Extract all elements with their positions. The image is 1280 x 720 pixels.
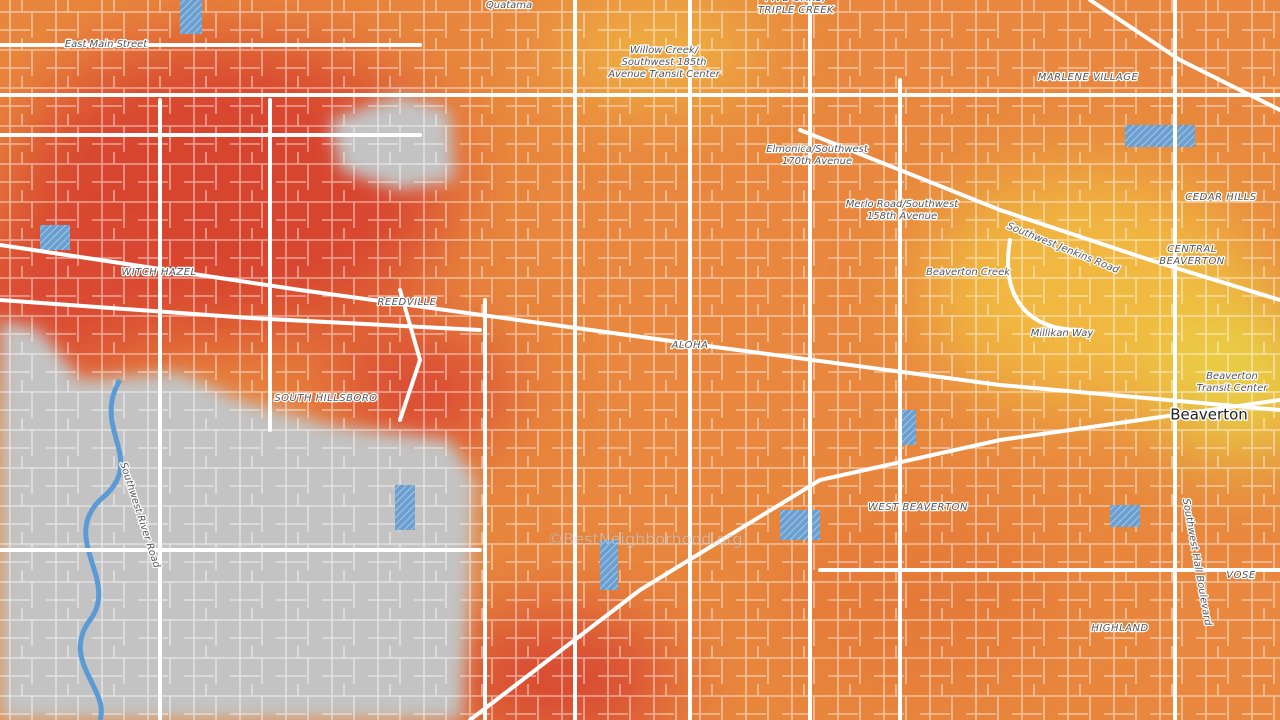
road xyxy=(1006,238,1082,332)
place-label: Willow Creek/ xyxy=(630,45,700,56)
place-label: Southwest 185th xyxy=(621,57,706,68)
road xyxy=(398,288,423,422)
place-label: ALOHA xyxy=(671,340,709,351)
place-label: VOSE xyxy=(1226,570,1256,581)
place-label: Quatama xyxy=(486,0,532,11)
park xyxy=(40,225,70,250)
place-label: WITCH HAZEL xyxy=(121,267,196,278)
place-label: TRIPLE CREEK xyxy=(758,5,835,16)
road xyxy=(468,398,1280,720)
place-label: HIGHLAND xyxy=(1091,623,1148,634)
place-label: Beaverton Creek xyxy=(926,267,1011,278)
place-label: 170th Avenue xyxy=(782,156,852,167)
park xyxy=(780,510,820,540)
place-label: REEDVILLE xyxy=(377,297,436,308)
place-label: Transit Center xyxy=(1197,383,1269,394)
place-label: WEST BEAVERTON xyxy=(868,502,968,513)
watermark: ©BestNeighborhood.org xyxy=(547,530,742,549)
place-label: Millikan Way xyxy=(1031,328,1095,339)
place-label: 158th Avenue xyxy=(867,211,937,222)
water xyxy=(40,0,1195,720)
place-label: CEDAR HILLS xyxy=(1185,192,1257,203)
place-label: BEAVERTON xyxy=(1159,256,1225,267)
place-label: Beaverton xyxy=(1170,406,1248,424)
place-label: Elmonica/Southwest xyxy=(766,144,869,155)
park xyxy=(600,540,618,590)
place-label: SOUTH HILLSBORO xyxy=(274,393,377,404)
place-label: Beaverton xyxy=(1206,371,1258,382)
place-label: MARLENE VILLAGE xyxy=(1038,72,1139,83)
road xyxy=(0,243,1280,412)
park xyxy=(180,0,202,34)
place-label: FIVE OAKS/ xyxy=(765,0,827,4)
park xyxy=(900,410,916,445)
park xyxy=(395,485,415,530)
place-label: Avenue Transit Center xyxy=(607,69,720,80)
place-label: Merlo Road/Southwest xyxy=(846,199,959,210)
place-label: East Main Street xyxy=(65,39,148,50)
park xyxy=(1125,125,1195,147)
road xyxy=(1088,0,1280,112)
road xyxy=(0,298,482,332)
place-label: CENTRAL xyxy=(1167,244,1217,255)
park xyxy=(1110,505,1140,527)
